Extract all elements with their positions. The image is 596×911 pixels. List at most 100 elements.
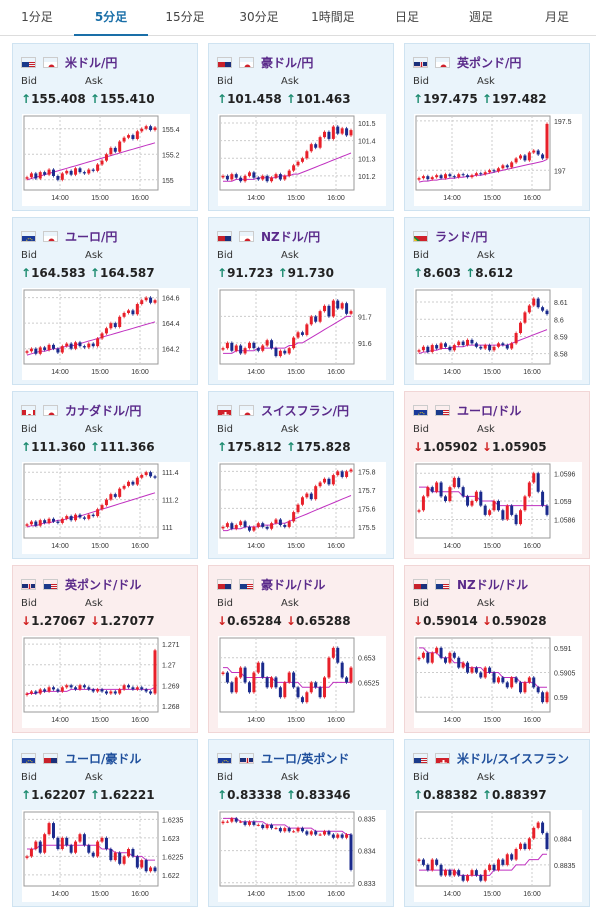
currency-pair-link[interactable]: 英ポンド/円: [457, 55, 522, 70]
candle: [113, 851, 117, 862]
candle: [270, 338, 274, 350]
candle: [43, 687, 47, 693]
currency-pair-link[interactable]: NZドル/円: [261, 229, 321, 244]
candle: [461, 340, 465, 347]
candle: [426, 863, 430, 872]
currency-pair-link[interactable]: スイスフラン/円: [261, 403, 350, 418]
tab-7[interactable]: 月足: [544, 10, 569, 24]
rate-card[interactable]: 豪ドル/ドル Bid Ask ↓0.65284 ↓0.65288 0.653 0.6525…: [208, 565, 394, 733]
price-chart[interactable]: 1.6235 1.623 1.6225 1.622 14:00 15:00 16:00: [22, 810, 190, 902]
candle: [230, 680, 234, 694]
candle: [430, 651, 434, 665]
candle: [505, 504, 509, 521]
y-tick-label: 1.268: [162, 704, 180, 711]
price-chart[interactable]: 197.5 197 14:00 15:00 16:00: [414, 114, 582, 206]
ask-value: 1.27077: [99, 614, 155, 628]
ask-label: Ask: [477, 250, 495, 261]
currency-pair-link[interactable]: 豪ドル/ドル: [261, 577, 326, 592]
price-chart[interactable]: 175.8 175.7 175.6 175.5 14:00 15:00 16:00: [218, 462, 386, 554]
candle: [452, 651, 456, 660]
price-chart[interactable]: 164.6 164.4 164.2 14:00 15:00 16:00: [22, 288, 190, 380]
candle: [34, 689, 38, 695]
x-tick-label: 14:00: [51, 543, 69, 550]
timeframe-tabs: 1分足 5分足 15分足 30分足 1時間足 日足 週足 月足: [0, 0, 596, 36]
candle: [318, 481, 322, 488]
rate-card[interactable]: NZドル/円 Bid Ask ↑91.723 ↑91.730 91.7 91.6 14:00…: [208, 217, 394, 385]
price-chart[interactable]: 1.271 1.27 1.269 1.268 14:00 15:00 16:00: [22, 636, 190, 728]
rate-card[interactable]: 豪ドル/円 Bid Ask ↑101.458 ↑101.463 101.5 101.4 10…: [208, 43, 394, 211]
currency-pair-link[interactable]: NZドル/ドル: [457, 577, 529, 592]
price-row: ↑155.408 ↑155.410: [21, 92, 155, 106]
ask-label: Ask: [281, 250, 299, 261]
price-chart[interactable]: 111.4 111.2 111 14:00 15:00 16:00: [22, 462, 190, 554]
tab-1[interactable]: 5分足: [74, 0, 148, 36]
candle: [69, 843, 73, 855]
currency-pair-link[interactable]: カナダドル/円: [65, 403, 142, 418]
price-chart[interactable]: 0.653 0.6525 14:00 15:00 16:00: [218, 636, 386, 728]
tab-5[interactable]: 日足: [394, 10, 419, 24]
y-tick-label: 175.6: [358, 506, 376, 513]
candle: [96, 507, 100, 518]
candle: [336, 125, 340, 136]
rate-card[interactable]: ランド/円 Bid Ask ↑8.603 ↑8.612 8.61 8.6 8.59 8.58 1…: [404, 217, 590, 385]
rate-card[interactable]: ユーロ/豪ドル Bid Ask ↑1.62207 ↑1.62221 1.6235 1.62…: [12, 739, 198, 907]
price-chart[interactable]: 0.591 0.5905 0.59 14:00 15:00 16:00: [414, 636, 582, 728]
candle: [100, 503, 104, 511]
candle: [532, 675, 536, 689]
candle: [474, 171, 478, 177]
rate-card[interactable]: 米ドル/円 Bid Ask ↑155.408 ↑155.410 155.4 155.2 15…: [12, 43, 198, 211]
tab-2[interactable]: 15分足: [165, 10, 205, 24]
rate-card[interactable]: ユーロ/ドル Bid Ask ↓1.05902 ↓1.05905 1.0596 1.059…: [404, 391, 590, 559]
y-tick-label: 197.5: [554, 119, 572, 126]
candle: [149, 689, 153, 695]
candle: [47, 821, 51, 836]
ask-label: Ask: [477, 772, 495, 783]
ask-value: 1.62221: [99, 788, 155, 802]
price-chart[interactable]: 155.4 155.2 155 14:00 15:00 16:00: [22, 114, 190, 206]
y-tick-label: 164.4: [162, 321, 180, 328]
currency-pair-link[interactable]: 米ドル/スイスフラン: [457, 751, 570, 766]
candle: [51, 821, 55, 840]
rate-card[interactable]: ユーロ/円 Bid Ask ↑164.583 ↑164.587 164.6 164.4 16…: [12, 217, 198, 385]
currency-pair-link[interactable]: ユーロ/豪ドル: [65, 751, 142, 766]
rate-card[interactable]: NZドル/ドル Bid Ask ↓0.59014 ↓0.59028 0.591 0.590…: [404, 565, 590, 733]
rate-card[interactable]: スイスフラン/円 Bid Ask ↑175.812 ↑175.828 175.8 175.…: [208, 391, 394, 559]
candle: [96, 337, 100, 348]
candle: [256, 823, 260, 827]
candle: [541, 690, 545, 704]
candle: [470, 666, 474, 675]
price-chart[interactable]: 1.0596 1.059 1.0586 14:00 15:00 16:00: [414, 462, 582, 554]
ask-label: Ask: [85, 598, 103, 609]
tab-6[interactable]: 週足: [468, 10, 493, 24]
tab-0[interactable]: 1分足: [21, 10, 53, 24]
price-chart[interactable]: 0.835 0.834 0.833 14:00 15:00 16:00: [218, 810, 386, 902]
candle: [443, 494, 447, 503]
price-chart[interactable]: 0.884 0.8835 14:00 15:00 16:00: [414, 810, 582, 902]
candle: [261, 661, 265, 679]
currency-pair-link[interactable]: ユーロ/ドル: [457, 403, 522, 418]
candle: [131, 133, 135, 141]
candle: [274, 518, 278, 525]
price-chart[interactable]: 8.61 8.6 8.59 8.58 14:00 15:00 16:00: [414, 288, 582, 380]
rate-card[interactable]: 英ポンド/円 Bid Ask ↑197.475 ↑197.482 197.5 197 14:…: [404, 43, 590, 211]
currency-pair-link[interactable]: 米ドル/円: [65, 55, 118, 70]
candle: [430, 175, 434, 181]
currency-pair-link[interactable]: 豪ドル/円: [261, 55, 314, 70]
currency-pair-link[interactable]: ユーロ/円: [65, 229, 118, 244]
arrow-up-icon: ↑: [21, 266, 32, 280]
rate-card[interactable]: カナダドル/円 Bid Ask ↑111.360 ↑111.366 111.4 111.2…: [12, 391, 198, 559]
rate-card[interactable]: ユーロ/英ポンド Bid Ask ↑0.83338 ↑0.83346 0.835 0.83…: [208, 739, 394, 907]
tab-4[interactable]: 1時間足: [311, 10, 355, 24]
bid-label: Bid: [217, 250, 233, 261]
candle: [492, 168, 496, 173]
currency-pair-link[interactable]: 英ポンド/ドル: [65, 577, 142, 592]
price-chart[interactable]: 91.7 91.6 14:00 15:00 16:00: [218, 288, 386, 380]
currency-pair-link[interactable]: ユーロ/英ポンド: [261, 751, 350, 766]
currency-pair-link[interactable]: ランド/円: [435, 229, 488, 244]
bid-label: Bid: [21, 424, 37, 435]
price-chart[interactable]: 101.5 101.4 101.3 101.2 14:00 15:00 16:00: [218, 114, 386, 206]
rate-card[interactable]: 英ポンド/ドル Bid Ask ↓1.27067 ↓1.27077 1.271 1.27 1…: [12, 565, 198, 733]
tab-3[interactable]: 30分足: [239, 10, 279, 24]
rate-card[interactable]: 米ドル/スイスフラン Bid Ask ↑0.88382 ↑0.88397 0.884 0.…: [404, 739, 590, 907]
candle: [265, 675, 269, 689]
